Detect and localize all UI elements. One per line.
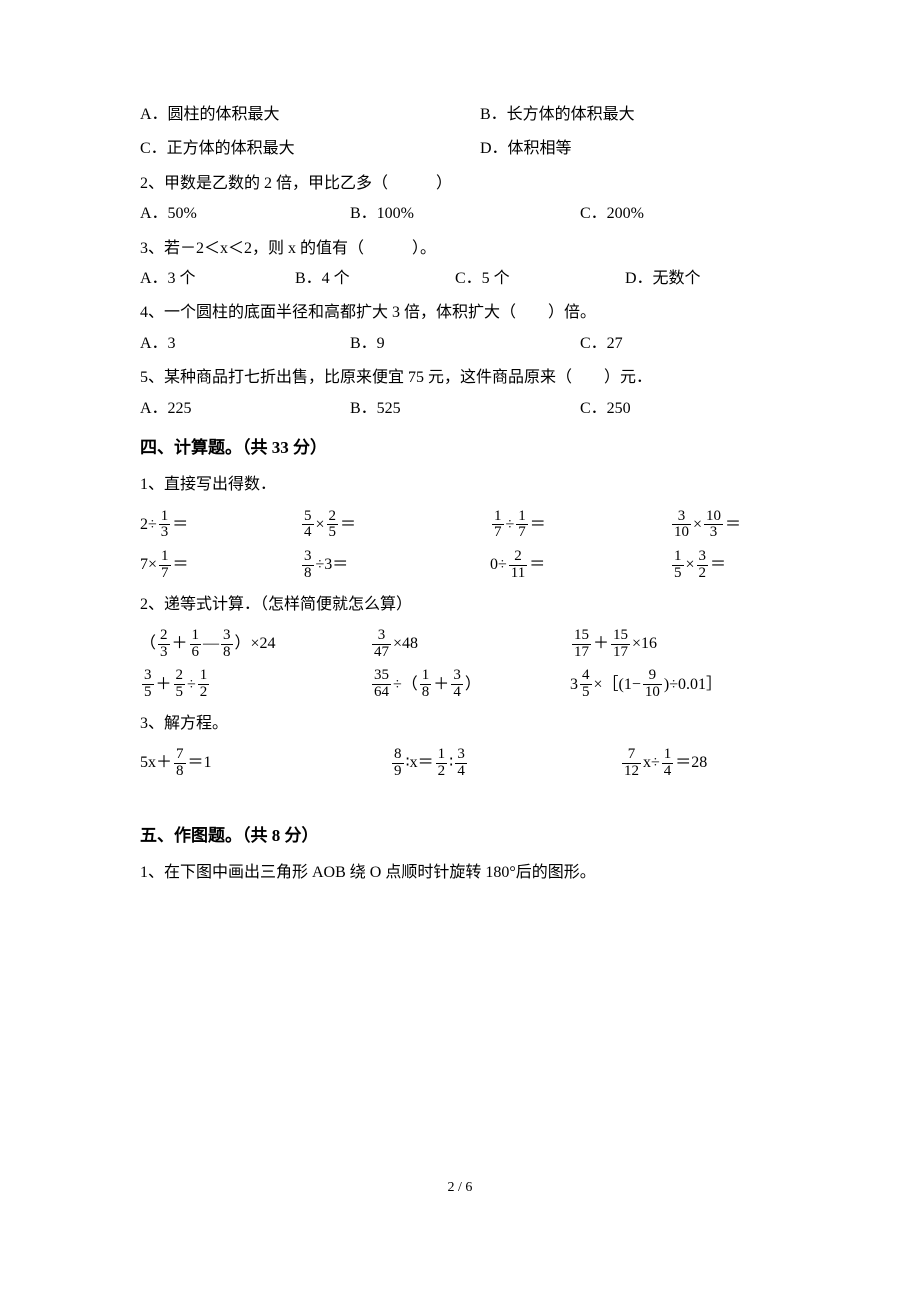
calc1-e8: 15 × 32 ＝	[670, 549, 726, 582]
sec4-p3: 3、解方程。	[140, 709, 780, 739]
calc1-e4: 310 × 103 ＝	[670, 509, 741, 542]
q3-c: C．5 个	[455, 264, 625, 294]
q3-b: B．4 个	[295, 264, 455, 294]
sec4-heading: 四、计算题。（共 33 分）	[140, 432, 780, 464]
q1-opt-c: C．正方体的体积最大	[140, 134, 480, 164]
calc1-e3: 17 ÷ 17 ＝	[490, 509, 670, 542]
calc3-e2: 89 ∶x＝ 12 ∶ 34	[390, 747, 620, 780]
q1-opt-d: D．体积相等	[480, 134, 572, 164]
q1-opt-a: A．圆柱的体积最大	[140, 100, 480, 130]
q3-d: D．无数个	[625, 264, 701, 294]
q3-stem: 3、若－2＜x＜2，则 x 的值有（ ）。	[140, 234, 780, 264]
sec4-p1: 1、直接写出得数．	[140, 470, 780, 500]
q3-a: A．3 个	[140, 264, 295, 294]
calc2-row2: 35 ＋ 25 ÷ 12 3564 ÷（ 18 ＋ 34 ） 3 45 ×［(1…	[140, 668, 780, 701]
q2-a: A．50%	[140, 199, 350, 229]
q2-b: B．100%	[350, 199, 580, 229]
calc3-row: 5x＋ 78 ＝1 89 ∶x＝ 12 ∶ 34 712 x÷ 14 ＝28	[140, 747, 780, 780]
q5-c: C．250	[580, 394, 631, 424]
q3-options: A．3 个 B．4 个 C．5 个 D．无数个	[140, 264, 780, 294]
q4-a: A．3	[140, 329, 350, 359]
calc1-e6: 38 ÷3＝	[300, 549, 490, 582]
page: A．圆柱的体积最大 B．长方体的体积最大 C．正方体的体积最大 D．体积相等 2…	[0, 0, 920, 1302]
calc1-row2: 7× 17 ＝ 38 ÷3＝ 0÷ 211 ＝ 15 × 32 ＝	[140, 549, 780, 582]
calc3-e1: 5x＋ 78 ＝1	[140, 747, 390, 780]
calc2-e6: 3 45 ×［(1− 910 )÷0.01］	[570, 668, 722, 701]
calc1-row1: 2÷ 13 ＝ 54 × 25 ＝ 17 ÷ 17 ＝ 310 × 103 ＝	[140, 509, 780, 542]
q4-stem: 4、一个圆柱的底面半径和高都扩大 3 倍，体积扩大（ ）倍。	[140, 298, 780, 328]
calc2-e5: 3564 ÷（ 18 ＋ 34 ）	[370, 668, 570, 701]
q2-c: C．200%	[580, 199, 644, 229]
calc2-e3: 1517 ＋ 1517 ×16	[570, 628, 657, 661]
q4-b: B．9	[350, 329, 580, 359]
q4-c: C．27	[580, 329, 623, 359]
q1-options-row1: A．圆柱的体积最大 B．长方体的体积最大	[140, 100, 780, 130]
q2-options: A．50% B．100% C．200%	[140, 199, 780, 229]
q4-options: A．3 B．9 C．27	[140, 329, 780, 359]
sec5-heading: 五、作图题。（共 8 分）	[140, 820, 780, 852]
sec5-p1: 1、在下图中画出三角形 AOB 绕 O 点顺时针旋转 180°后的图形。	[140, 858, 780, 888]
q5-b: B．525	[350, 394, 580, 424]
q5-options: A．225 B．525 C．250	[140, 394, 780, 424]
q5-stem: 5、某种商品打七折出售，比原来便宜 75 元，这件商品原来（ ）元．	[140, 363, 780, 393]
calc1-e2: 54 × 25 ＝	[300, 509, 490, 542]
q5-a: A．225	[140, 394, 350, 424]
calc1-e5: 7× 17 ＝	[140, 549, 300, 582]
page-number: 2 / 6	[0, 1175, 920, 1202]
q1-opt-b: B．长方体的体积最大	[480, 100, 635, 130]
sec4-p2: 2、递等式计算．（怎样简便就怎么算）	[140, 590, 780, 620]
calc2-e4: 35 ＋ 25 ÷ 12	[140, 668, 370, 701]
calc1-e7: 0÷ 211 ＝	[490, 549, 670, 582]
calc2-e2: 347 ×48	[370, 628, 570, 661]
calc3-e3: 712 x÷ 14 ＝28	[620, 747, 707, 780]
calc2-e1: （ 23 ＋ 16 — 38 ）×24	[140, 628, 370, 661]
q2-stem: 2、甲数是乙数的 2 倍，甲比乙多（ ）	[140, 169, 780, 199]
q1-options-row2: C．正方体的体积最大 D．体积相等	[140, 134, 780, 164]
calc1-e1: 2÷ 13 ＝	[140, 509, 300, 542]
calc2-row1: （ 23 ＋ 16 — 38 ）×24 347 ×48 1517 ＋ 1517 …	[140, 628, 780, 661]
